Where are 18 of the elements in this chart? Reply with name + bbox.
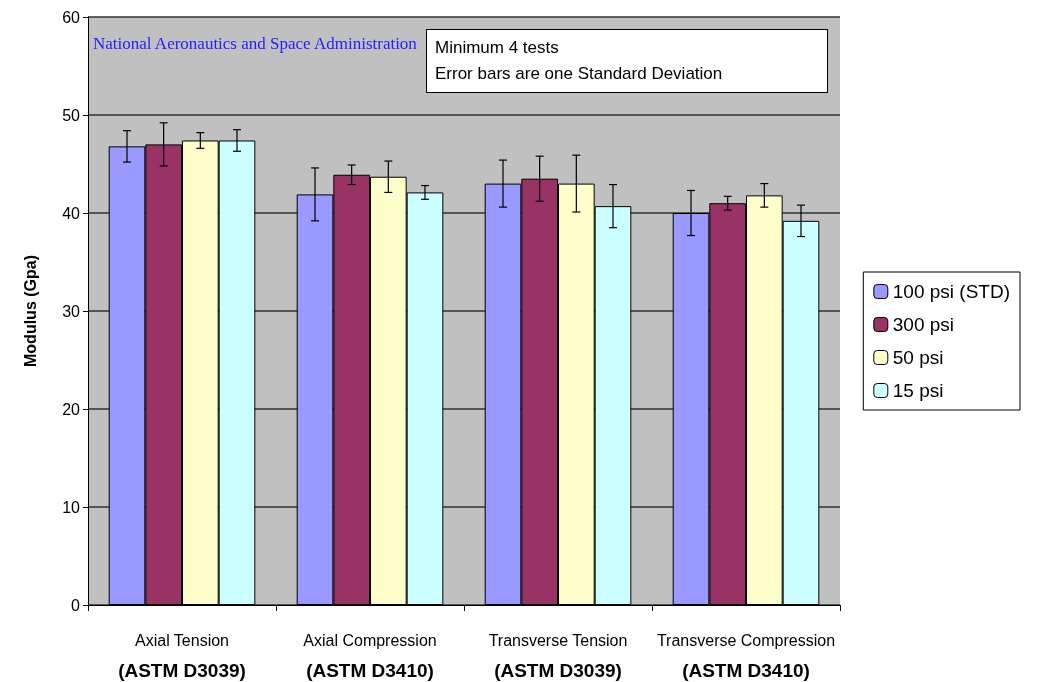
- x-tick-label: Axial Compression (ASTM D3410): [303, 631, 437, 681]
- legend-label: 15 psi: [892, 380, 944, 401]
- y-tick-label: 10: [62, 498, 81, 516]
- y-tick-label: 30: [62, 302, 81, 320]
- y-axis-title: Modulus (Gpa): [21, 255, 39, 367]
- y-tick-label: 50: [62, 106, 81, 124]
- legend-label: 300 psi: [892, 314, 955, 335]
- legend-label: 50 psi: [892, 347, 944, 368]
- y-tick-label: 40: [62, 204, 81, 222]
- x-tick-label: Transverse Compression (ASTM D3410): [656, 631, 836, 681]
- x-tick-label: Transverse Tension (ASTM D3039): [488, 631, 628, 681]
- x-tick-label: Axial Tension (ASTM D3039): [118, 631, 246, 681]
- y-tick-label: 0: [71, 596, 81, 614]
- y-tick-label: 60: [62, 8, 81, 26]
- note-box: Minimum 4 tests Error bars are one Standard Deviation: [426, 29, 828, 93]
- legend-label: 100 psi (STD): [892, 281, 1010, 302]
- annotation: National Aeronautics and Space Administration: [93, 34, 418, 53]
- y-tick-label: 20: [62, 400, 81, 418]
